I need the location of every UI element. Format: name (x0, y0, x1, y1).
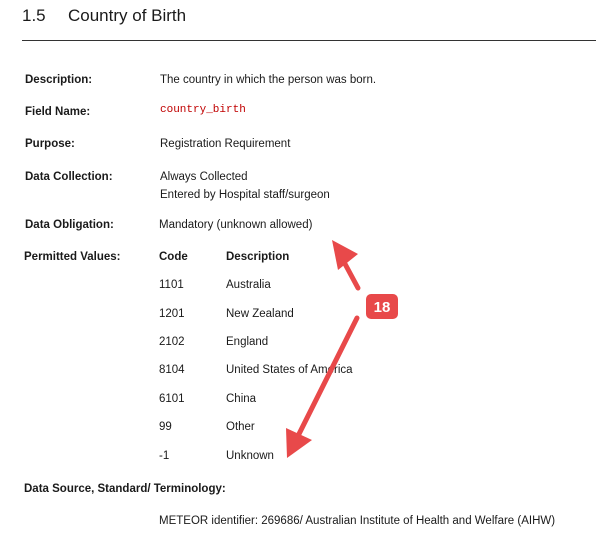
data-collection-line-1: Always Collected (160, 171, 248, 183)
data-obligation-value: Mandatory (unknown allowed) (159, 219, 312, 231)
annotation-badge-text: 18 (374, 299, 391, 316)
table-cell-description: United States of America (226, 364, 353, 376)
field-name-label: Field Name: (25, 106, 90, 118)
table-cell-description: England (226, 336, 268, 348)
data-obligation-label: Data Obligation: (25, 219, 114, 231)
table-cell-code: 1201 (159, 308, 185, 320)
annotation-badge: 18 (365, 293, 399, 320)
data-source-value: METEOR identifier: 269686/ Australian In… (159, 515, 555, 527)
description-label: Description: (25, 74, 92, 86)
section-number: 1.5 (22, 6, 68, 26)
section-heading: 1.5 Country of Birth (22, 6, 186, 26)
data-collection-line-2: Entered by Hospital staff/surgeon (160, 189, 330, 201)
table-cell-code: 2102 (159, 336, 185, 348)
table-cell-code: 8104 (159, 364, 185, 376)
heading-rule (22, 40, 596, 41)
down-arrow-icon (286, 318, 357, 458)
column-header-code: Code (159, 251, 188, 263)
table-cell-code: 99 (159, 421, 172, 433)
table-cell-description: Unknown (226, 450, 274, 462)
column-header-description: Description (226, 251, 289, 263)
table-cell-description: New Zealand (226, 308, 294, 320)
table-cell-code: 6101 (159, 393, 185, 405)
field-name-value: country_birth (160, 104, 246, 116)
description-value: The country in which the person was born… (160, 74, 376, 86)
data-collection-label: Data Collection: (25, 171, 113, 183)
table-cell-description: Other (226, 421, 255, 433)
table-cell-code: 1101 (159, 279, 184, 291)
purpose-value: Registration Requirement (160, 138, 290, 150)
permitted-values-label: Permitted Values: (24, 251, 121, 263)
table-cell-code: -1 (159, 450, 169, 462)
data-source-label: Data Source, Standard/ Terminology: (24, 483, 226, 495)
table-cell-description: Australia (226, 279, 271, 291)
purpose-label: Purpose: (25, 138, 75, 150)
section-title: Country of Birth (68, 6, 186, 25)
up-arrow-icon (332, 240, 358, 288)
table-cell-description: China (226, 393, 256, 405)
